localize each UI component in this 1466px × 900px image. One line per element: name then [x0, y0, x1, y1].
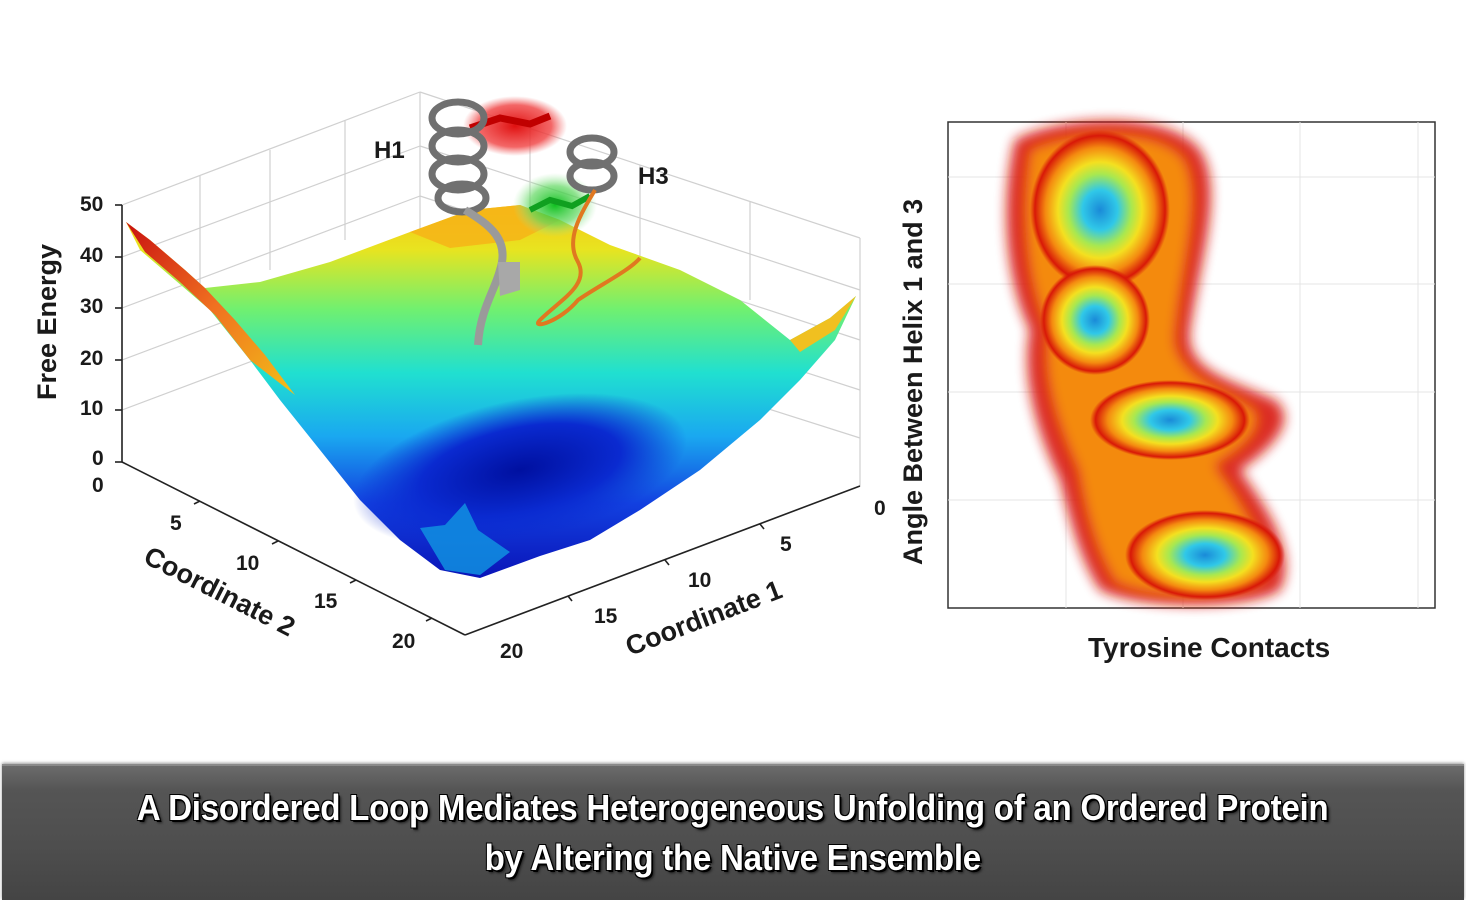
density-y-axis-title: Angle Between Helix 1 and 3 [898, 199, 928, 565]
y-tick-0: 0 [92, 474, 104, 497]
density-x-axis-title: Tyrosine Contacts [1088, 632, 1330, 663]
x-tick-5: 5 [780, 533, 792, 556]
helix-h3 [566, 134, 618, 194]
z-tick-0: 0 [92, 447, 104, 470]
z-tick-30: 30 [80, 295, 103, 318]
z-tick-10: 10 [80, 397, 103, 420]
z-tick-50: 50 [80, 193, 103, 216]
y-tick-10: 10 [236, 552, 259, 575]
y-axis-title: Coordinate 2 [139, 541, 300, 643]
x-tick-15: 15 [594, 605, 618, 628]
surface-axes [115, 204, 861, 636]
title-line-1: A Disordered Loop Mediates Heterogeneous… [137, 787, 1329, 828]
x-tick-10: 10 [688, 569, 711, 592]
z-tick-40: 40 [80, 244, 103, 267]
helix-h1 [428, 98, 490, 216]
title-banner: A Disordered Loop Mediates Heterogeneous… [2, 764, 1464, 900]
protein-structure: H1 H3 [374, 96, 669, 346]
z-axis-title: Free Energy [32, 244, 62, 400]
x-tick-0: 0 [874, 497, 886, 520]
density-plot: Tyrosine Contacts Angle Between Helix 1 … [898, 120, 1436, 663]
helix-label-h3: H3 [638, 163, 669, 190]
red-tyrosine-residue [463, 96, 567, 156]
title-line-2: by Altering the Native Ensemble [484, 837, 982, 878]
orange-loop [536, 188, 642, 327]
helix-label-h1: H1 [374, 137, 405, 164]
surface-plot: 50 40 30 20 10 0 Free Energy 0 5 10 15 2… [32, 91, 886, 663]
x-tick-20: 20 [500, 640, 523, 663]
density-blobs [1006, 120, 1286, 606]
z-tick-20: 20 [80, 347, 103, 370]
energy-surface [126, 205, 856, 578]
figure-panel: 50 40 30 20 10 0 Free Energy 0 5 10 15 2… [32, 91, 1436, 663]
y-tick-20: 20 [392, 630, 415, 653]
y-tick-5: 5 [170, 512, 182, 535]
y-tick-15: 15 [314, 590, 338, 613]
